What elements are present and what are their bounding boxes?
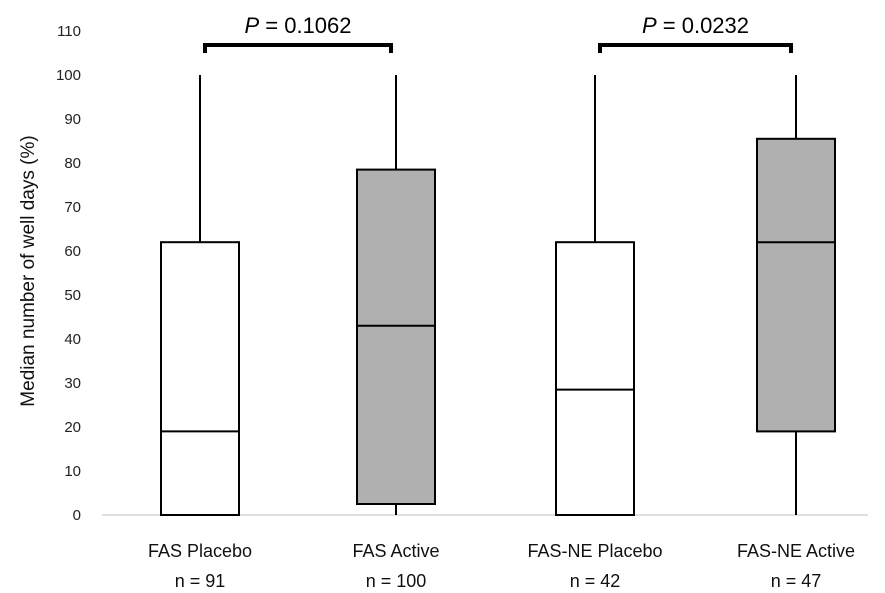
- box-iqr: [356, 168, 436, 505]
- p-value-text: = 0.0232: [657, 13, 749, 38]
- box-iqr: [756, 137, 836, 433]
- box-1: [160, 75, 240, 516]
- box-2: [356, 75, 436, 515]
- y-tick-label: 0: [73, 507, 81, 524]
- y-tick-label: 10: [64, 463, 81, 480]
- y-axis-label: Median number of well days (%): [18, 135, 39, 406]
- y-tick-label: 80: [64, 155, 81, 172]
- significance-bracket: [203, 43, 393, 53]
- p-value-text: = 0.1062: [259, 13, 351, 38]
- sample-size-label: n = 100: [366, 571, 427, 591]
- y-tick-label: 70: [64, 199, 81, 216]
- y-tick-label: 20: [64, 419, 81, 436]
- box-iqr: [160, 241, 240, 516]
- y-tick-label: 50: [64, 287, 81, 304]
- category-label: FAS Active: [352, 541, 439, 561]
- y-tick-label: 30: [64, 375, 81, 392]
- y-tick-label: 90: [64, 111, 81, 128]
- p-value-label: P = 0.1062: [244, 13, 351, 38]
- box-3: [555, 75, 635, 516]
- category-label: FAS-NE Active: [737, 541, 855, 561]
- box-group: [160, 75, 836, 516]
- category-label: FAS-NE Placebo: [527, 541, 662, 561]
- y-tick-label: 60: [64, 243, 81, 260]
- y-axis-ticks: 0 10 20 30 40 50 60 70 80 90 100 110: [56, 23, 81, 524]
- sample-size-label: n = 47: [771, 571, 822, 591]
- sample-size-label: n = 42: [570, 571, 621, 591]
- box-4: [756, 75, 836, 515]
- category-labels: FAS Placebo n = 91 FAS Active n = 100 FAS-NE…: [148, 541, 855, 591]
- significance-brackets: P = 0.1062 P = 0.0232: [203, 13, 793, 53]
- p-value-label: P = 0.0232: [642, 13, 749, 38]
- p-symbol: P: [642, 13, 657, 38]
- sample-size-label: n = 91: [175, 571, 226, 591]
- category-label: FAS Placebo: [148, 541, 252, 561]
- y-tick-label: 110: [57, 23, 81, 40]
- p-symbol: P: [244, 13, 259, 38]
- y-tick-label: 100: [56, 67, 81, 84]
- box-iqr: [555, 241, 635, 516]
- y-tick-label: 40: [64, 331, 81, 348]
- significance-bracket: [598, 43, 793, 53]
